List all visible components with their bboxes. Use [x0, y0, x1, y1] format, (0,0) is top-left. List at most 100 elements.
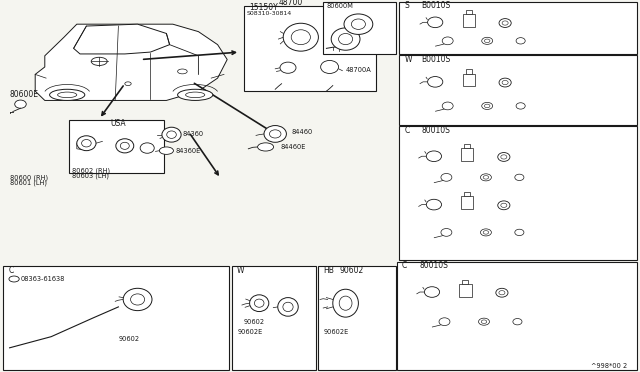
Text: 80600E: 80600E	[10, 90, 38, 99]
Ellipse shape	[269, 130, 281, 138]
Text: 48700A: 48700A	[346, 67, 371, 73]
Ellipse shape	[502, 80, 508, 85]
Bar	[465, 192, 470, 196]
Text: ^998*00 2: ^998*00 2	[591, 363, 627, 369]
Ellipse shape	[483, 231, 489, 234]
Bar	[466, 70, 472, 74]
Text: 84360E: 84360E	[176, 148, 201, 154]
Ellipse shape	[50, 89, 85, 100]
Bar	[460, 284, 472, 296]
Text: S08310-30814: S08310-30814	[246, 11, 292, 16]
Ellipse shape	[283, 302, 293, 312]
Ellipse shape	[255, 299, 264, 307]
Ellipse shape	[482, 102, 493, 109]
Ellipse shape	[442, 37, 453, 45]
Text: 90602: 90602	[339, 266, 364, 275]
Text: 90602E: 90602E	[323, 329, 348, 335]
Ellipse shape	[120, 142, 129, 149]
Text: 80010S: 80010S	[419, 262, 448, 270]
Ellipse shape	[351, 19, 365, 29]
Ellipse shape	[498, 201, 510, 210]
Ellipse shape	[426, 151, 442, 161]
Ellipse shape	[278, 298, 298, 316]
Ellipse shape	[481, 320, 487, 323]
Polygon shape	[35, 24, 227, 100]
Polygon shape	[74, 24, 170, 54]
Ellipse shape	[428, 17, 443, 28]
Ellipse shape	[484, 39, 490, 42]
Ellipse shape	[498, 153, 510, 161]
Ellipse shape	[162, 127, 181, 142]
Text: 84360: 84360	[182, 131, 204, 137]
Ellipse shape	[250, 295, 269, 312]
Text: 80603 (LH): 80603 (LH)	[72, 173, 109, 179]
Ellipse shape	[58, 92, 77, 98]
Bar	[318, 266, 396, 370]
Text: 90602: 90602	[243, 319, 264, 325]
Text: 80601 (LH): 80601 (LH)	[10, 180, 47, 186]
Ellipse shape	[501, 203, 507, 208]
Text: S: S	[13, 276, 15, 282]
Ellipse shape	[15, 100, 26, 108]
Ellipse shape	[499, 291, 505, 295]
Ellipse shape	[131, 294, 145, 305]
Ellipse shape	[339, 296, 352, 310]
Text: B0010S: B0010S	[421, 1, 451, 10]
Text: C: C	[404, 126, 410, 135]
Ellipse shape	[280, 62, 296, 73]
Ellipse shape	[264, 125, 287, 142]
Ellipse shape	[344, 14, 372, 35]
Ellipse shape	[515, 229, 524, 235]
Ellipse shape	[82, 140, 92, 147]
Ellipse shape	[159, 147, 173, 154]
Ellipse shape	[516, 38, 525, 44]
Bar	[463, 14, 475, 27]
Ellipse shape	[178, 89, 212, 100]
Ellipse shape	[426, 199, 442, 210]
Ellipse shape	[424, 287, 440, 297]
Text: 80600M: 80600M	[326, 3, 353, 9]
Bar	[3, 266, 229, 370]
Ellipse shape	[77, 136, 96, 151]
Text: B0010S: B0010S	[421, 55, 451, 64]
Text: 80602 (RH): 80602 (RH)	[72, 167, 111, 174]
Ellipse shape	[513, 318, 522, 325]
Text: 15150Y: 15150Y	[250, 3, 278, 12]
Ellipse shape	[92, 57, 108, 65]
Ellipse shape	[481, 229, 492, 236]
Ellipse shape	[257, 143, 274, 151]
Ellipse shape	[515, 174, 524, 180]
Text: 90602: 90602	[118, 336, 140, 342]
Ellipse shape	[481, 174, 492, 181]
Text: HB: HB	[323, 266, 334, 275]
Bar	[461, 148, 474, 161]
Ellipse shape	[116, 139, 134, 153]
Ellipse shape	[339, 33, 353, 45]
Ellipse shape	[441, 173, 452, 181]
Text: C: C	[8, 266, 13, 275]
Ellipse shape	[479, 318, 490, 325]
Ellipse shape	[441, 228, 452, 236]
Text: 90602E: 90602E	[238, 329, 263, 335]
Ellipse shape	[484, 104, 490, 108]
Ellipse shape	[177, 69, 187, 74]
Ellipse shape	[283, 23, 319, 51]
Bar	[399, 2, 637, 54]
Text: 84460: 84460	[291, 129, 312, 135]
Text: 84460E: 84460E	[280, 144, 306, 150]
Text: W: W	[404, 55, 412, 64]
Ellipse shape	[123, 288, 152, 311]
Ellipse shape	[516, 103, 525, 109]
Ellipse shape	[332, 28, 360, 50]
Ellipse shape	[166, 131, 177, 138]
Bar	[466, 10, 472, 14]
Bar	[465, 144, 470, 148]
Ellipse shape	[501, 155, 507, 159]
Ellipse shape	[442, 102, 453, 110]
Ellipse shape	[499, 78, 511, 87]
Bar	[463, 280, 468, 284]
Bar	[399, 126, 637, 260]
Bar	[399, 55, 637, 125]
Text: 48700: 48700	[279, 0, 303, 7]
Ellipse shape	[140, 143, 154, 153]
